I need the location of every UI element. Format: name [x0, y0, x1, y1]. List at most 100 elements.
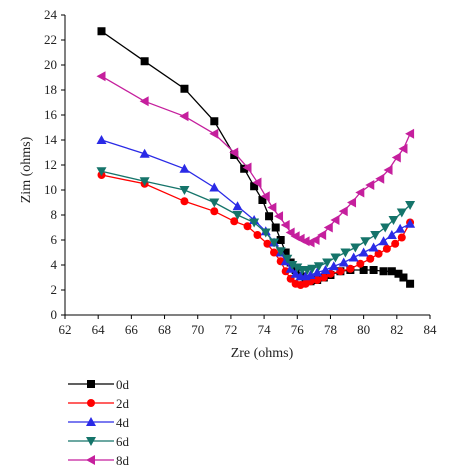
data-point	[406, 279, 415, 288]
legend-label: 2d	[116, 396, 130, 411]
data-point	[399, 273, 408, 282]
y-tick-label: 16	[44, 107, 58, 122]
data-point	[269, 238, 280, 248]
data-point	[356, 259, 365, 268]
x-tick-label: 72	[224, 322, 237, 337]
data-point	[394, 269, 403, 278]
x-tick-label: 74	[258, 322, 272, 337]
y-axis-label: Zim (ohms)	[19, 136, 34, 203]
legend-item-4d: 4d	[68, 415, 130, 430]
legend-item-0d: 0d	[68, 377, 130, 392]
data-point	[330, 253, 341, 263]
x-tick-label: 68	[158, 322, 171, 337]
data-point	[96, 135, 107, 144]
data-point	[287, 261, 298, 270]
data-point	[405, 201, 416, 210]
data-point	[232, 211, 243, 220]
legend-label: 0d	[116, 377, 130, 392]
data-point	[313, 262, 324, 272]
y-tick-label: 12	[44, 157, 57, 172]
legend-label: 6d	[116, 434, 130, 449]
data-point	[320, 265, 331, 274]
data-point	[383, 165, 393, 175]
x-tick-label: 70	[191, 322, 204, 337]
data-point	[346, 264, 355, 273]
data-point	[179, 111, 189, 122]
x-tick-label: 80	[357, 322, 370, 337]
data-point	[374, 249, 383, 258]
data-point	[275, 247, 286, 257]
data-point	[229, 147, 239, 158]
data-point	[396, 208, 407, 218]
y-tick-label: 24	[44, 7, 58, 22]
y-tick-label: 18	[44, 82, 57, 97]
data-point	[397, 233, 406, 242]
y-tick-label: 4	[51, 257, 58, 272]
data-point	[267, 202, 277, 213]
y-tick-label: 22	[44, 32, 57, 47]
data-point	[379, 267, 388, 276]
data-point	[292, 263, 303, 273]
data-point	[243, 222, 252, 231]
data-point	[347, 197, 357, 208]
y-tick-label: 20	[44, 57, 57, 72]
data-point	[360, 237, 371, 247]
legend-label: 8d	[116, 453, 130, 468]
legend-item-2d: 2d	[68, 396, 130, 411]
data-point	[388, 216, 399, 225]
data-point	[270, 248, 279, 257]
data-point	[280, 220, 290, 230]
data-point	[209, 182, 220, 192]
data-point	[140, 57, 149, 66]
data-point	[260, 228, 271, 238]
data-point	[395, 223, 406, 233]
data-point	[240, 164, 249, 173]
series-6d	[96, 167, 416, 275]
data-point	[250, 182, 259, 191]
data-point	[405, 218, 416, 228]
data-point	[210, 207, 219, 216]
data-point	[348, 252, 359, 262]
data-point	[263, 239, 272, 248]
legend-marker	[87, 399, 95, 407]
data-point	[265, 212, 274, 221]
data-point	[210, 117, 219, 126]
data-point	[382, 244, 391, 253]
y-tick-label: 0	[51, 307, 58, 322]
data-point	[139, 96, 149, 107]
data-point	[375, 173, 385, 184]
legend-item-8d: 8d	[68, 453, 130, 468]
legend-marker	[86, 437, 96, 446]
axes: 62 64 66 68 70 72 74 76 78 80 82 840246810121416182…	[44, 7, 437, 337]
data-point	[340, 248, 351, 258]
data-point	[319, 273, 328, 282]
data-point	[274, 211, 284, 222]
y-tick-label: 10	[44, 182, 57, 197]
data-point	[97, 27, 106, 36]
data-point	[380, 223, 391, 233]
data-point	[290, 268, 301, 278]
data-point	[209, 128, 219, 139]
series-8d	[96, 71, 415, 248]
x-tick-label: 76	[291, 322, 305, 337]
data-point	[322, 258, 333, 268]
data-point	[336, 267, 345, 276]
x-tick-label: 64	[92, 322, 106, 337]
data-point	[282, 254, 293, 264]
data-point	[366, 254, 375, 263]
x-tick-label: 82	[390, 322, 403, 337]
x-tick-label: 62	[59, 322, 72, 337]
data-point	[139, 177, 150, 187]
data-point	[179, 163, 190, 173]
data-point	[378, 236, 389, 246]
data-point	[330, 215, 340, 225]
data-point	[355, 187, 365, 198]
data-point	[179, 186, 190, 195]
data-point	[96, 71, 106, 82]
data-point	[370, 231, 381, 240]
series-2d	[97, 171, 415, 289]
data-point	[386, 230, 397, 239]
data-point	[276, 236, 285, 244]
data-point	[305, 270, 316, 279]
